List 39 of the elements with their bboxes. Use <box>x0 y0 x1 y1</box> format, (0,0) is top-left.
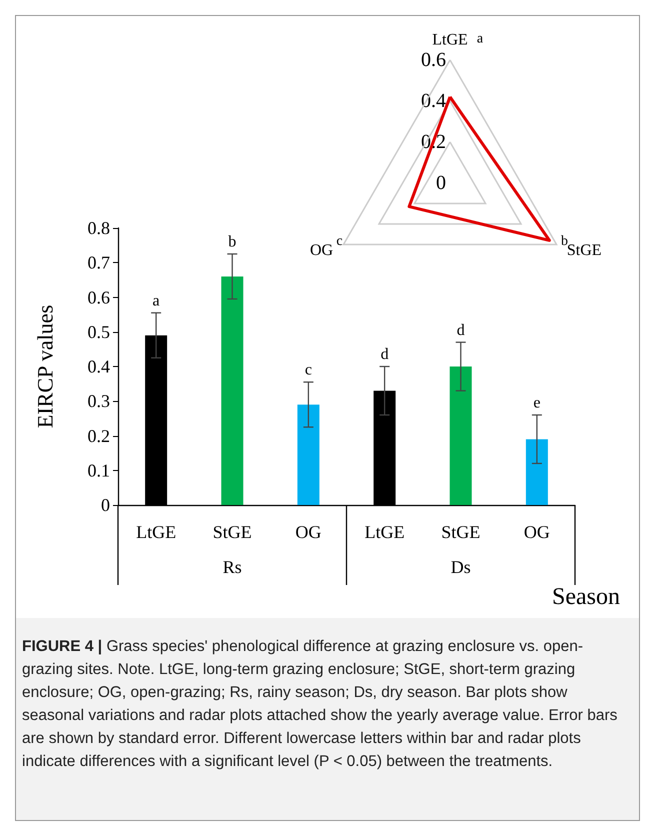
data-label: d <box>380 346 389 363</box>
spoke-label: OG <box>310 242 334 259</box>
caption: FIGURE 4 | Grass species' phenological difference at grazing enclosure vs. open-grazing sites. Note. LtGE, long-term grazing enclosure; StGE, short-term grazing enclosure; OG, open-grazing; Rs, rainy season; Ds, dry season. Bar plots show seasonal variations and radar plots attached show the yearly average value. Error bars are shown by standard error. Different lowercase letters within bar and radar plots indicate differences with a significant level (P < 0.05) between the treatments. <box>22 637 618 772</box>
x-tick-label: LtGE <box>136 522 176 542</box>
x-tick-label: LtGE <box>364 522 405 542</box>
bar <box>450 366 472 505</box>
bar <box>526 439 548 505</box>
annotation: b <box>561 234 568 249</box>
y-tick-label: 0.4 <box>421 90 446 112</box>
y-tick-label: 0.8 <box>88 218 110 238</box>
x-tick-label: StGE <box>212 522 252 542</box>
y-tick-label: 0 <box>101 495 110 515</box>
x-tick-label: OG <box>524 522 550 542</box>
y-axis-title: EIRCP values <box>32 304 58 428</box>
data-label: e <box>533 394 540 412</box>
bar <box>221 276 244 505</box>
x-tick-label: StGE <box>441 522 480 542</box>
y-tick-label: 0.2 <box>88 426 110 446</box>
y-tick-label: 0 <box>436 172 446 194</box>
y-tick-label: 0.3 <box>88 391 110 412</box>
annotation: c <box>336 234 343 249</box>
spoke-label: LtGE <box>432 32 468 48</box>
data-label: d <box>456 322 465 339</box>
y-tick-label: 0.5 <box>88 322 110 342</box>
y-tick-label: 0.6 <box>88 287 110 308</box>
data-label: b <box>228 233 236 250</box>
text: Ds <box>450 557 471 577</box>
text: a <box>476 32 484 46</box>
x-tick-label: OG <box>295 522 322 542</box>
y-tick-label: 0.6 <box>421 49 446 71</box>
bar <box>297 404 320 505</box>
y-tick-label: 0.4 <box>88 356 110 376</box>
text: Rs <box>222 557 242 577</box>
spoke-label: StGE <box>566 242 602 259</box>
y-tick-label: 0.7 <box>88 252 110 273</box>
data-label: c <box>304 362 312 379</box>
data-label: a <box>152 292 160 310</box>
y-tick-label: 0.1 <box>88 460 110 480</box>
x-axis-title: Season <box>552 584 620 610</box>
